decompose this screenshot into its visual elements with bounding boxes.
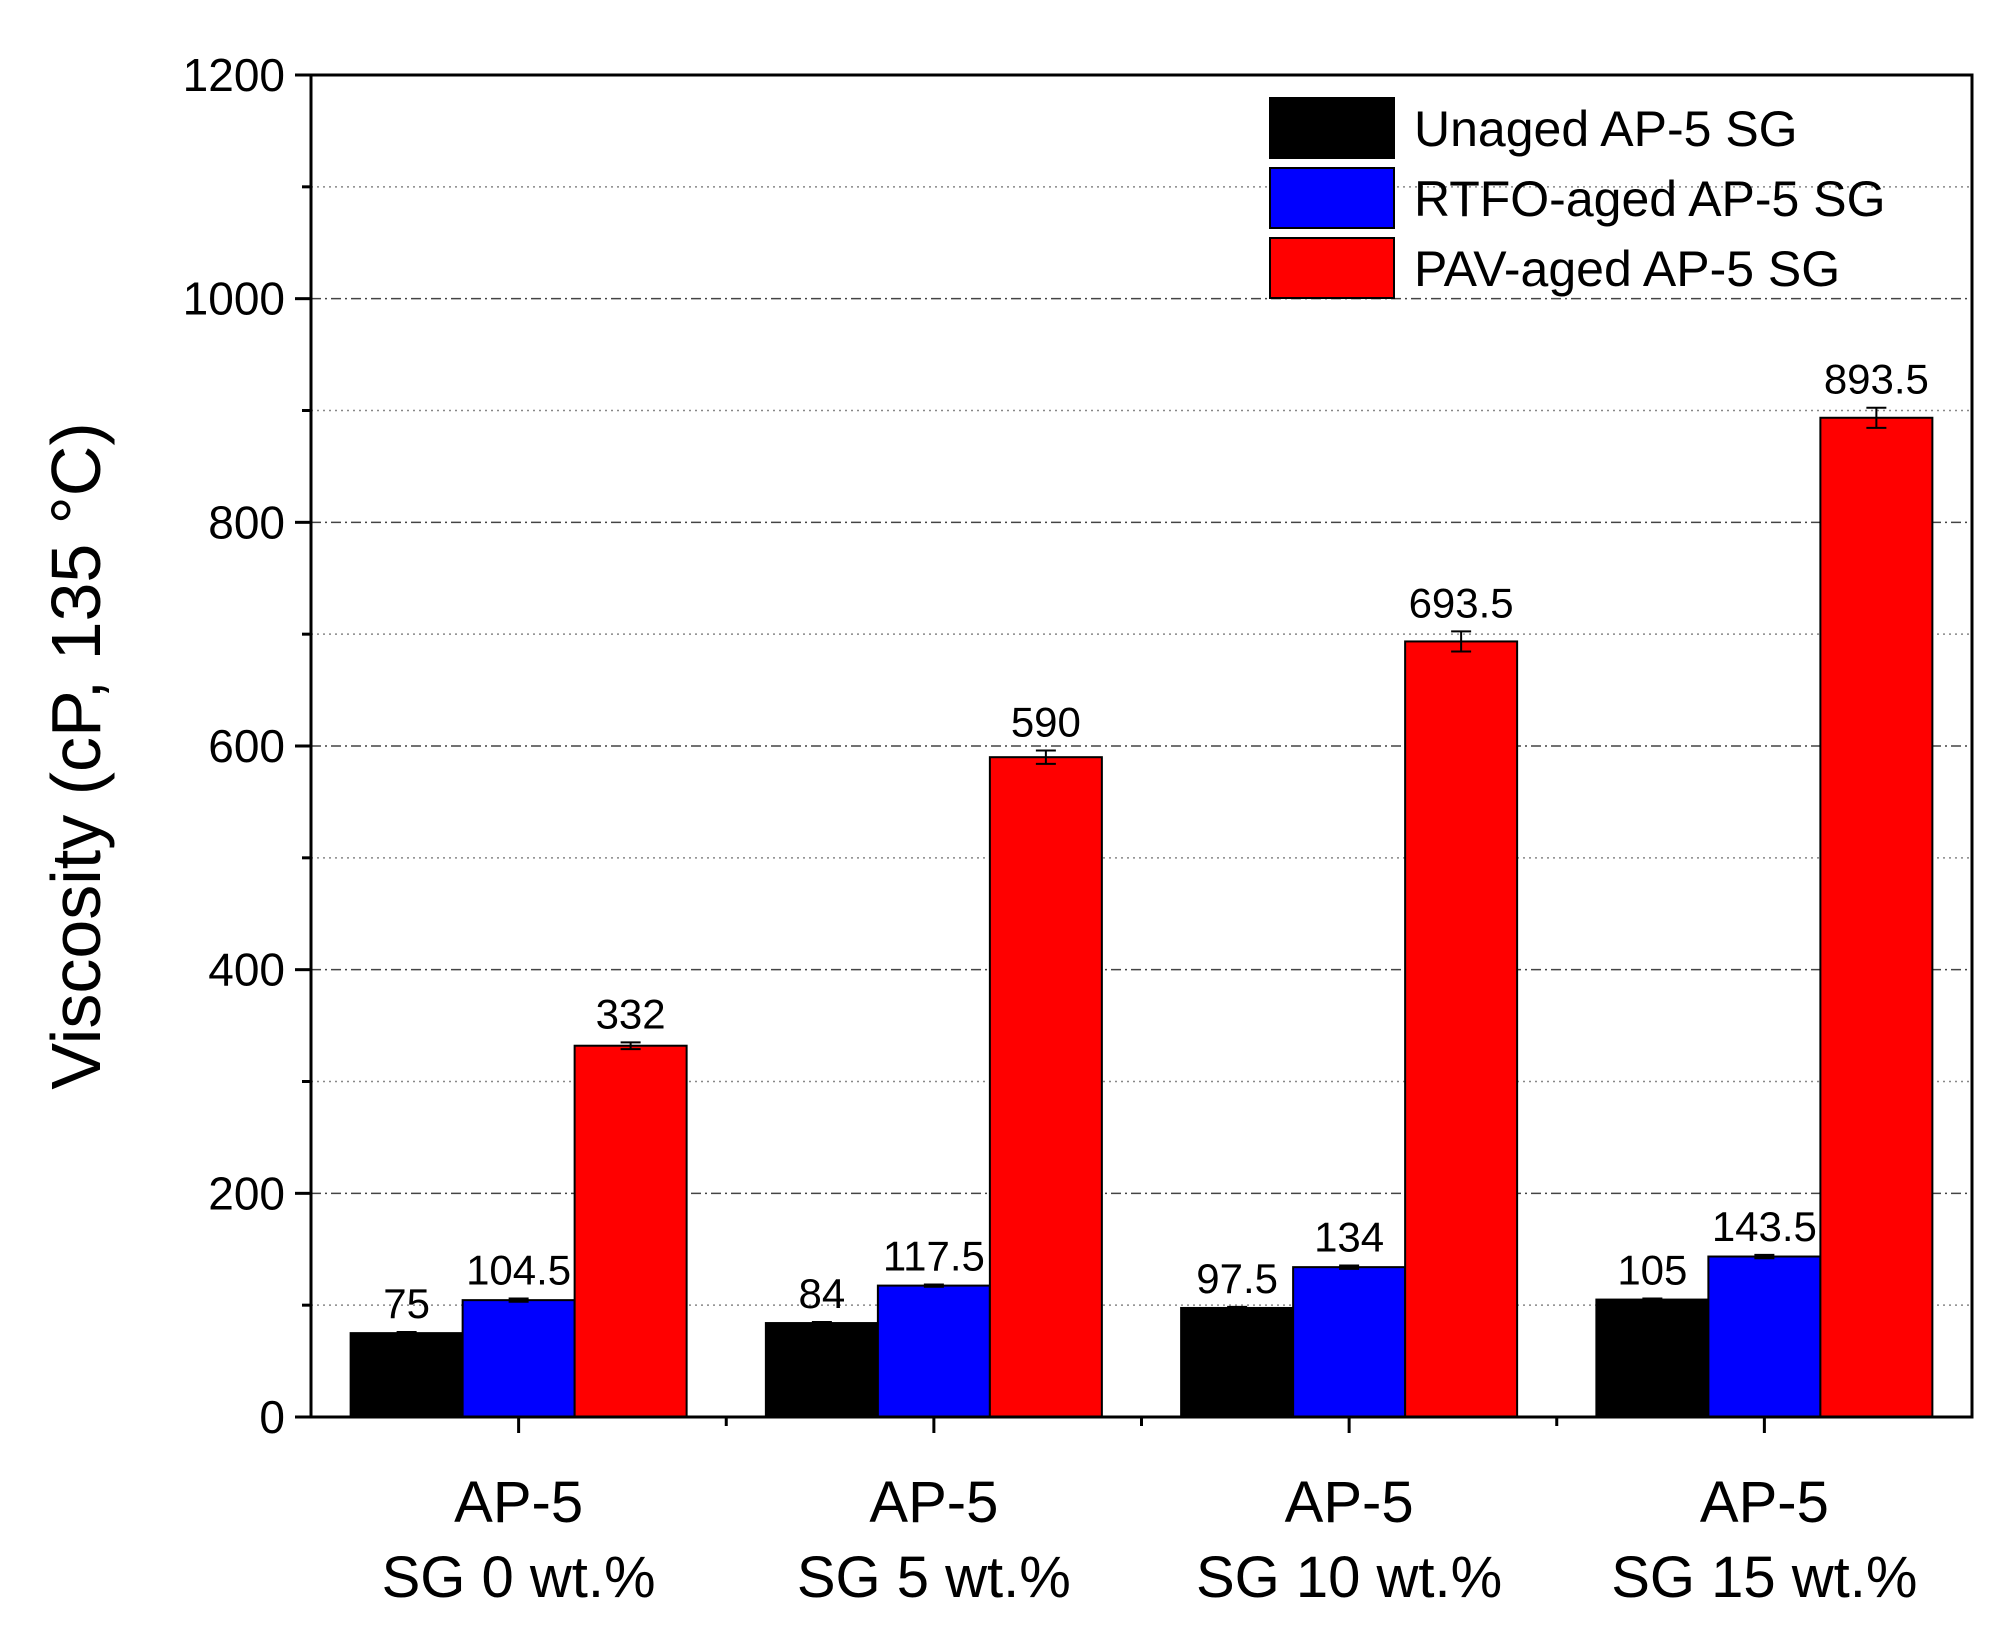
bar — [876, 1284, 991, 1418]
data-label: 104.5 — [466, 1246, 571, 1293]
bar — [461, 1299, 576, 1418]
grid-lines — [311, 186, 1972, 1306]
data-label: 893.5 — [1824, 356, 1929, 403]
legend-label: PAV-aged AP-5 SG — [1414, 241, 1840, 297]
data-label: 97.5 — [1196, 1255, 1278, 1302]
y-tick-label: 400 — [208, 944, 285, 996]
error-bars — [396, 406, 1887, 1336]
data-label: 693.5 — [1409, 579, 1514, 626]
y-tick-label: 600 — [208, 720, 285, 772]
legend: Unaged AP-5 SG RTFO-aged AP-5 SG PAV-aged … — [1269, 97, 1885, 299]
bar — [349, 1332, 464, 1418]
legend-swatch — [1269, 97, 1395, 159]
bar — [1404, 640, 1519, 1418]
data-label: 105 — [1617, 1246, 1687, 1293]
bar — [1292, 1266, 1407, 1418]
bar — [988, 756, 1103, 1418]
data-label: 75 — [383, 1280, 430, 1327]
y-tick-label: 200 — [208, 1167, 285, 1219]
bar — [764, 1322, 879, 1419]
y-tick-label: 800 — [208, 496, 285, 548]
x-category-label-line2: SG 10 wt.% — [1196, 1545, 1502, 1610]
data-label: 143.5 — [1712, 1203, 1817, 1250]
legend-label: Unaged AP-5 SG — [1414, 101, 1798, 157]
bar — [573, 1044, 688, 1419]
data-label: 590 — [1011, 698, 1081, 745]
bar — [1819, 416, 1934, 1418]
legend-swatch — [1269, 237, 1395, 299]
data-label: 332 — [596, 990, 666, 1037]
y-tick-label: 1200 — [183, 49, 285, 101]
bar — [1180, 1306, 1295, 1419]
x-category-label-line1: AP-5 — [1285, 1470, 1414, 1535]
bar — [1595, 1298, 1710, 1418]
x-category-label-line2: SG 5 wt.% — [797, 1545, 1071, 1610]
legend-label: RTFO-aged AP-5 SG — [1414, 171, 1885, 227]
y-tick-label: 1000 — [183, 273, 285, 325]
y-axis-title: Viscosity (cP, 135 °C) — [37, 422, 115, 1089]
x-category-label-line2: SG 0 wt.% — [382, 1545, 656, 1610]
y-tick-label: 0 — [259, 1391, 285, 1443]
data-label: 117.5 — [883, 1232, 985, 1279]
x-category-label-line1: AP-5 — [454, 1470, 583, 1535]
axes: 0 200 400 600 800 1000 1200 AP-5 SG 0 wt.% AP-5 SG… — [183, 49, 1918, 1610]
bars — [349, 416, 1934, 1419]
data-label: 84 — [799, 1270, 846, 1317]
bar — [1707, 1255, 1822, 1418]
x-category-label-line1: AP-5 — [1700, 1470, 1829, 1535]
legend-swatch — [1269, 167, 1395, 229]
data-labels: 75 104.5 332 84 117.5 590 97.5 134 693.5 105 143.5… — [383, 356, 1929, 1327]
x-category-label-line2: SG 15 wt.% — [1611, 1545, 1917, 1610]
x-category-label-line1: AP-5 — [869, 1470, 998, 1535]
data-label: 134 — [1314, 1213, 1384, 1260]
